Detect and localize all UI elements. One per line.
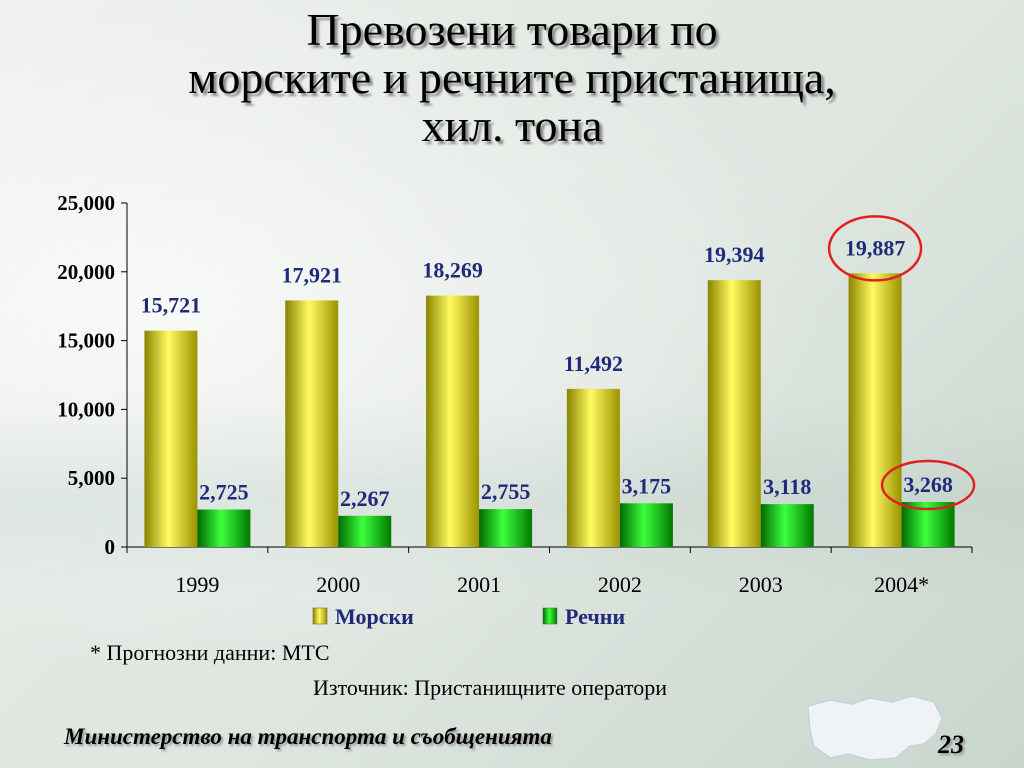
bar-river	[760, 504, 814, 547]
chart-highlights	[827, 215, 976, 511]
footnote: * Прогнозни данни: МТС	[90, 640, 330, 665]
value-label: 2,267	[340, 486, 390, 511]
bar-river	[619, 503, 673, 547]
title-line-3: хил. тона	[421, 100, 603, 151]
y-tick-label: 20,000	[57, 260, 115, 284]
bar-sea	[848, 273, 902, 547]
value-label: 3,118	[763, 474, 811, 499]
value-label: 3,175	[622, 473, 672, 498]
bar-sea	[285, 300, 339, 547]
bar-sea	[566, 388, 620, 547]
bar-river	[479, 509, 533, 547]
chart-value-labels: 15,721 17,921 18,269 11,492 19,394 19,887 2,72…	[141, 235, 953, 510]
y-tick-label: 0	[105, 535, 116, 559]
ministry-name: Министерство на транспорта и съобщенията	[64, 724, 552, 749]
legend-swatch	[312, 607, 328, 625]
slide-title: Превозени товари по морските и речните п…	[60, 6, 964, 150]
value-label: 11,492	[564, 351, 623, 376]
y-tick-label: 25,000	[57, 191, 115, 215]
legend-label: Морски	[335, 604, 414, 629]
value-label: 19,887	[845, 235, 906, 260]
bar-chart: 0 5,000 10,000 15,000 20,000 25,000 1999 2000 20…	[57, 191, 976, 629]
page-number: 23	[938, 730, 964, 759]
bar-sea	[707, 280, 761, 547]
legend-swatch	[542, 607, 558, 625]
chart-legend: Морски Речни	[312, 604, 625, 629]
value-label: 17,921	[282, 262, 343, 287]
source-note: Източник: Пристанищните оператори	[313, 675, 668, 700]
x-tick-label: 2002	[598, 572, 642, 597]
value-label: 19,394	[704, 242, 765, 267]
x-tick-label: 1999	[175, 572, 219, 597]
highlight-circle	[880, 459, 976, 511]
y-tick-label: 10,000	[57, 397, 115, 421]
bar-river	[338, 515, 392, 547]
y-tick-label: 15,000	[57, 329, 115, 353]
value-label: 2,755	[481, 479, 531, 504]
highlight-circle	[827, 215, 923, 282]
value-label: 3,268	[903, 472, 953, 497]
value-label: 2,725	[199, 480, 249, 505]
bar-sea	[426, 295, 480, 547]
x-tick-label: 2003	[739, 572, 783, 597]
chart-axes: 0 5,000 10,000 15,000 20,000 25,000 1999 2000 20…	[57, 191, 973, 597]
x-tick-label: 2000	[316, 572, 360, 597]
x-tick-label: 2004*	[874, 572, 929, 597]
value-label: 15,721	[141, 293, 202, 318]
legend-label: Речни	[565, 604, 625, 629]
bulgaria-map-icon	[807, 695, 943, 761]
y-tick-label: 5,000	[68, 466, 115, 490]
bar-sea	[144, 330, 198, 547]
bar-river	[197, 509, 251, 547]
chart-bars	[144, 273, 955, 547]
title-line-2: морските и речните пристанища,	[188, 52, 836, 103]
x-tick-label: 2001	[457, 572, 501, 597]
value-label: 18,269	[422, 258, 483, 283]
title-line-1: Превозени товари по	[306, 4, 718, 55]
